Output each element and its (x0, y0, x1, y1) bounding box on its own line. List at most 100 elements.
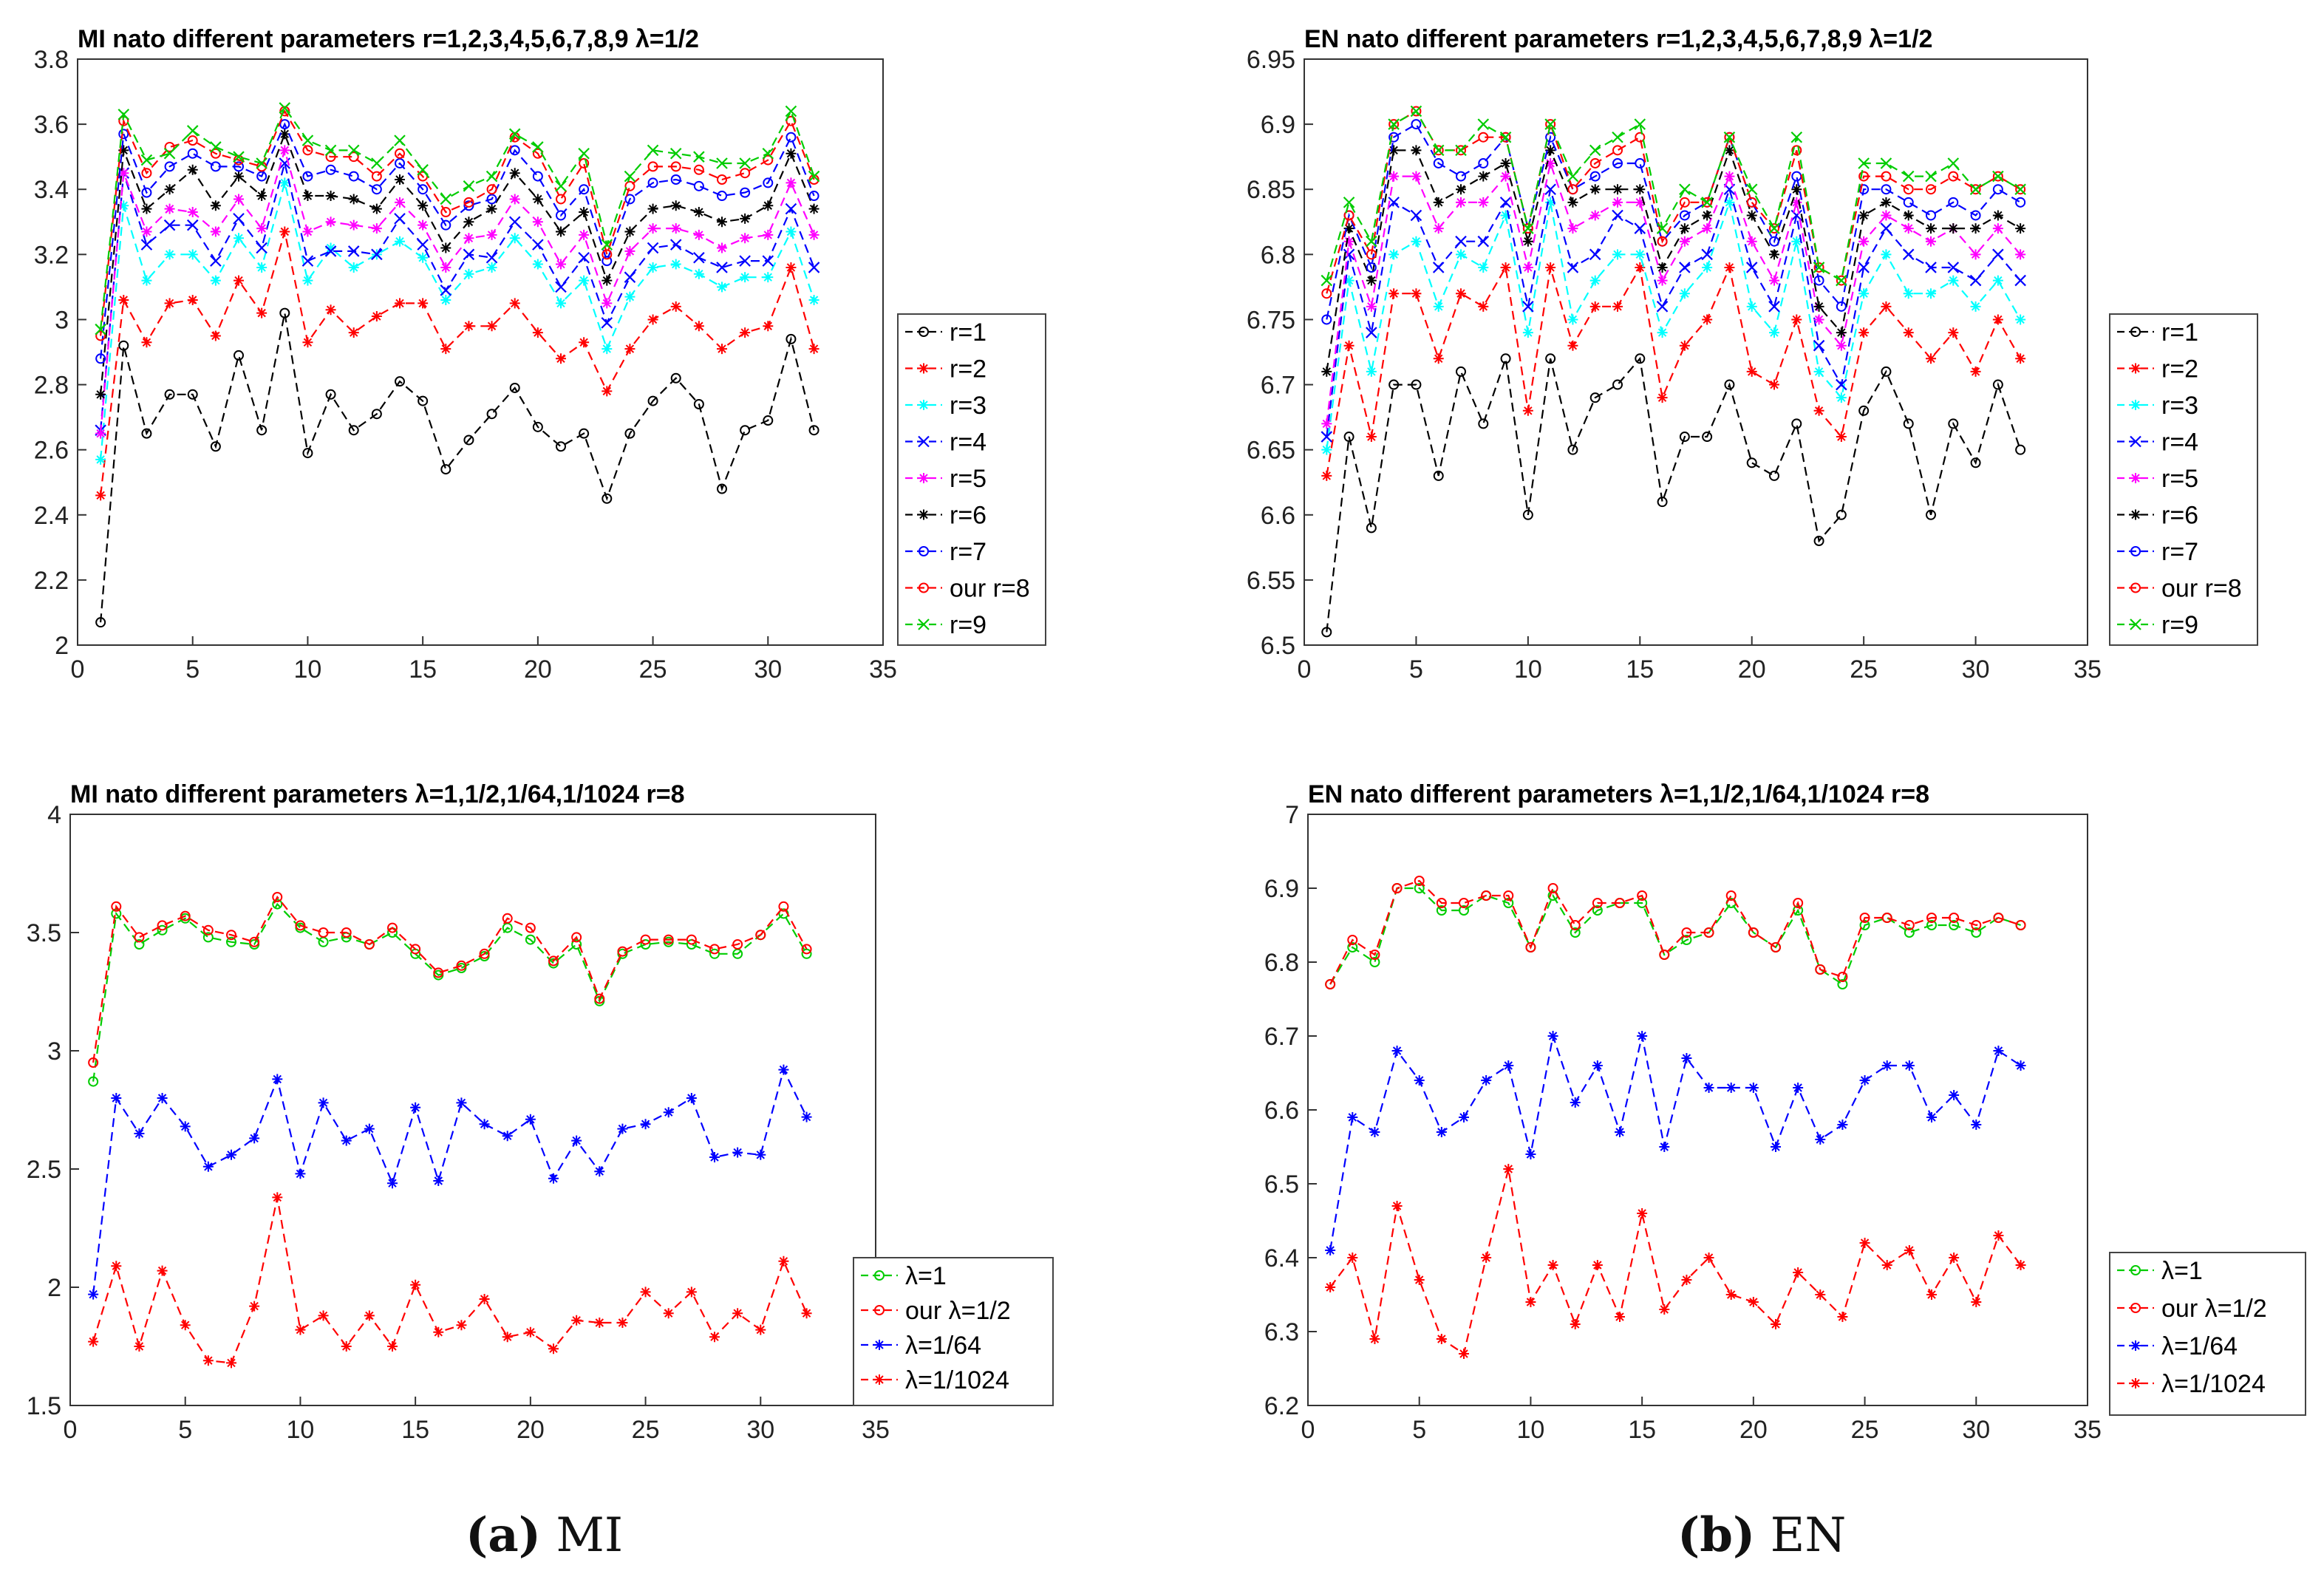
legend-label: r=5 (950, 465, 986, 493)
data-point (234, 233, 244, 244)
data-point (226, 1357, 236, 1369)
data-point (1481, 1253, 1492, 1263)
data-point (1679, 183, 1691, 195)
data-point (1436, 905, 1447, 916)
data-point (118, 145, 129, 156)
data-point (801, 944, 812, 955)
data-point (1321, 314, 1332, 325)
data-point (1321, 444, 1332, 455)
data-point (778, 1064, 789, 1075)
series-1 (1321, 353, 2026, 638)
data-point (1947, 262, 1960, 273)
data-point (1992, 210, 2003, 221)
data-point (1391, 1201, 1403, 1211)
data-point (364, 1123, 375, 1134)
data-point (579, 229, 590, 240)
data-point (180, 910, 191, 921)
legend-marker (2130, 618, 2141, 630)
data-point (302, 275, 313, 286)
data-point (1388, 171, 1400, 182)
data-point (324, 144, 337, 157)
data-point (1681, 1275, 1692, 1285)
data-point (1433, 223, 1444, 234)
data-point (732, 939, 743, 950)
x-tick-label: 15 (1626, 655, 1654, 684)
data-point (1321, 418, 1332, 429)
data-point (1769, 275, 1779, 286)
y-tick-label: 2.6 (34, 437, 69, 465)
x-tick-label: 35 (2073, 655, 2102, 684)
data-point (1881, 913, 1892, 923)
data-point (1768, 301, 1780, 313)
data-point (693, 207, 704, 218)
data-point (348, 194, 359, 205)
legend-label: r=4 (2161, 429, 2198, 457)
data-point (1992, 275, 2003, 286)
data-point (624, 180, 635, 191)
data-point (440, 295, 451, 306)
data-point (1836, 274, 1847, 287)
data-point (1724, 145, 1735, 156)
data-point (164, 184, 175, 195)
data-point (1436, 898, 1447, 908)
data-point (1793, 1083, 1804, 1093)
data-point (2015, 184, 2026, 195)
data-point (1947, 157, 1960, 169)
data-point (1657, 262, 1668, 273)
data-point (1813, 314, 1824, 325)
data-point (486, 409, 497, 420)
data-point (234, 171, 244, 182)
data-point (1679, 288, 1690, 299)
data-point (1837, 972, 1848, 982)
data-point (602, 386, 613, 397)
data-point (348, 262, 359, 273)
x-tick-label: 5 (185, 655, 200, 684)
data-point (1522, 327, 1533, 338)
data-point (1366, 432, 1377, 443)
data-point (134, 1128, 145, 1139)
data-point (1347, 935, 1358, 945)
data-point (594, 1166, 605, 1177)
legend-marker (874, 1305, 885, 1315)
data-point (502, 913, 513, 924)
legend-label: λ=1/64 (2161, 1332, 2238, 1360)
data-point (486, 194, 497, 205)
data-point (532, 421, 543, 432)
series-4 (88, 1192, 812, 1369)
data-point (1366, 301, 1377, 312)
data-point (1388, 197, 1400, 208)
data-point (164, 141, 175, 152)
data-point (141, 187, 152, 198)
data-point (111, 1093, 122, 1103)
data-point (594, 1318, 605, 1328)
legend-marker (874, 1340, 885, 1350)
data-point (1948, 223, 1959, 234)
data-point (663, 1107, 674, 1118)
data-point (440, 464, 451, 475)
series-line (1326, 199, 2022, 450)
data-point (1679, 432, 1690, 443)
plot-area (77, 58, 884, 646)
data-point (1859, 1075, 1870, 1086)
data-point (1436, 1127, 1447, 1137)
data-point (1970, 301, 1981, 312)
data-point (302, 191, 313, 202)
data-point (624, 245, 635, 256)
data-point (1545, 132, 1556, 143)
chart-title: MI nato different parameters r=1,2,3,4,5… (78, 25, 699, 53)
data-point (640, 934, 651, 945)
data-point (1503, 890, 1514, 901)
data-point (440, 284, 452, 296)
data-point (1793, 1267, 1804, 1278)
data-point (1769, 327, 1779, 338)
data-point (502, 1131, 513, 1142)
data-point (1635, 353, 1646, 364)
data-point (2015, 353, 2026, 364)
data-point (509, 194, 520, 205)
data-point (2015, 197, 2026, 208)
data-point (1681, 927, 1692, 938)
data-point (187, 148, 198, 159)
legend-marker (919, 582, 929, 593)
data-point (141, 226, 152, 237)
